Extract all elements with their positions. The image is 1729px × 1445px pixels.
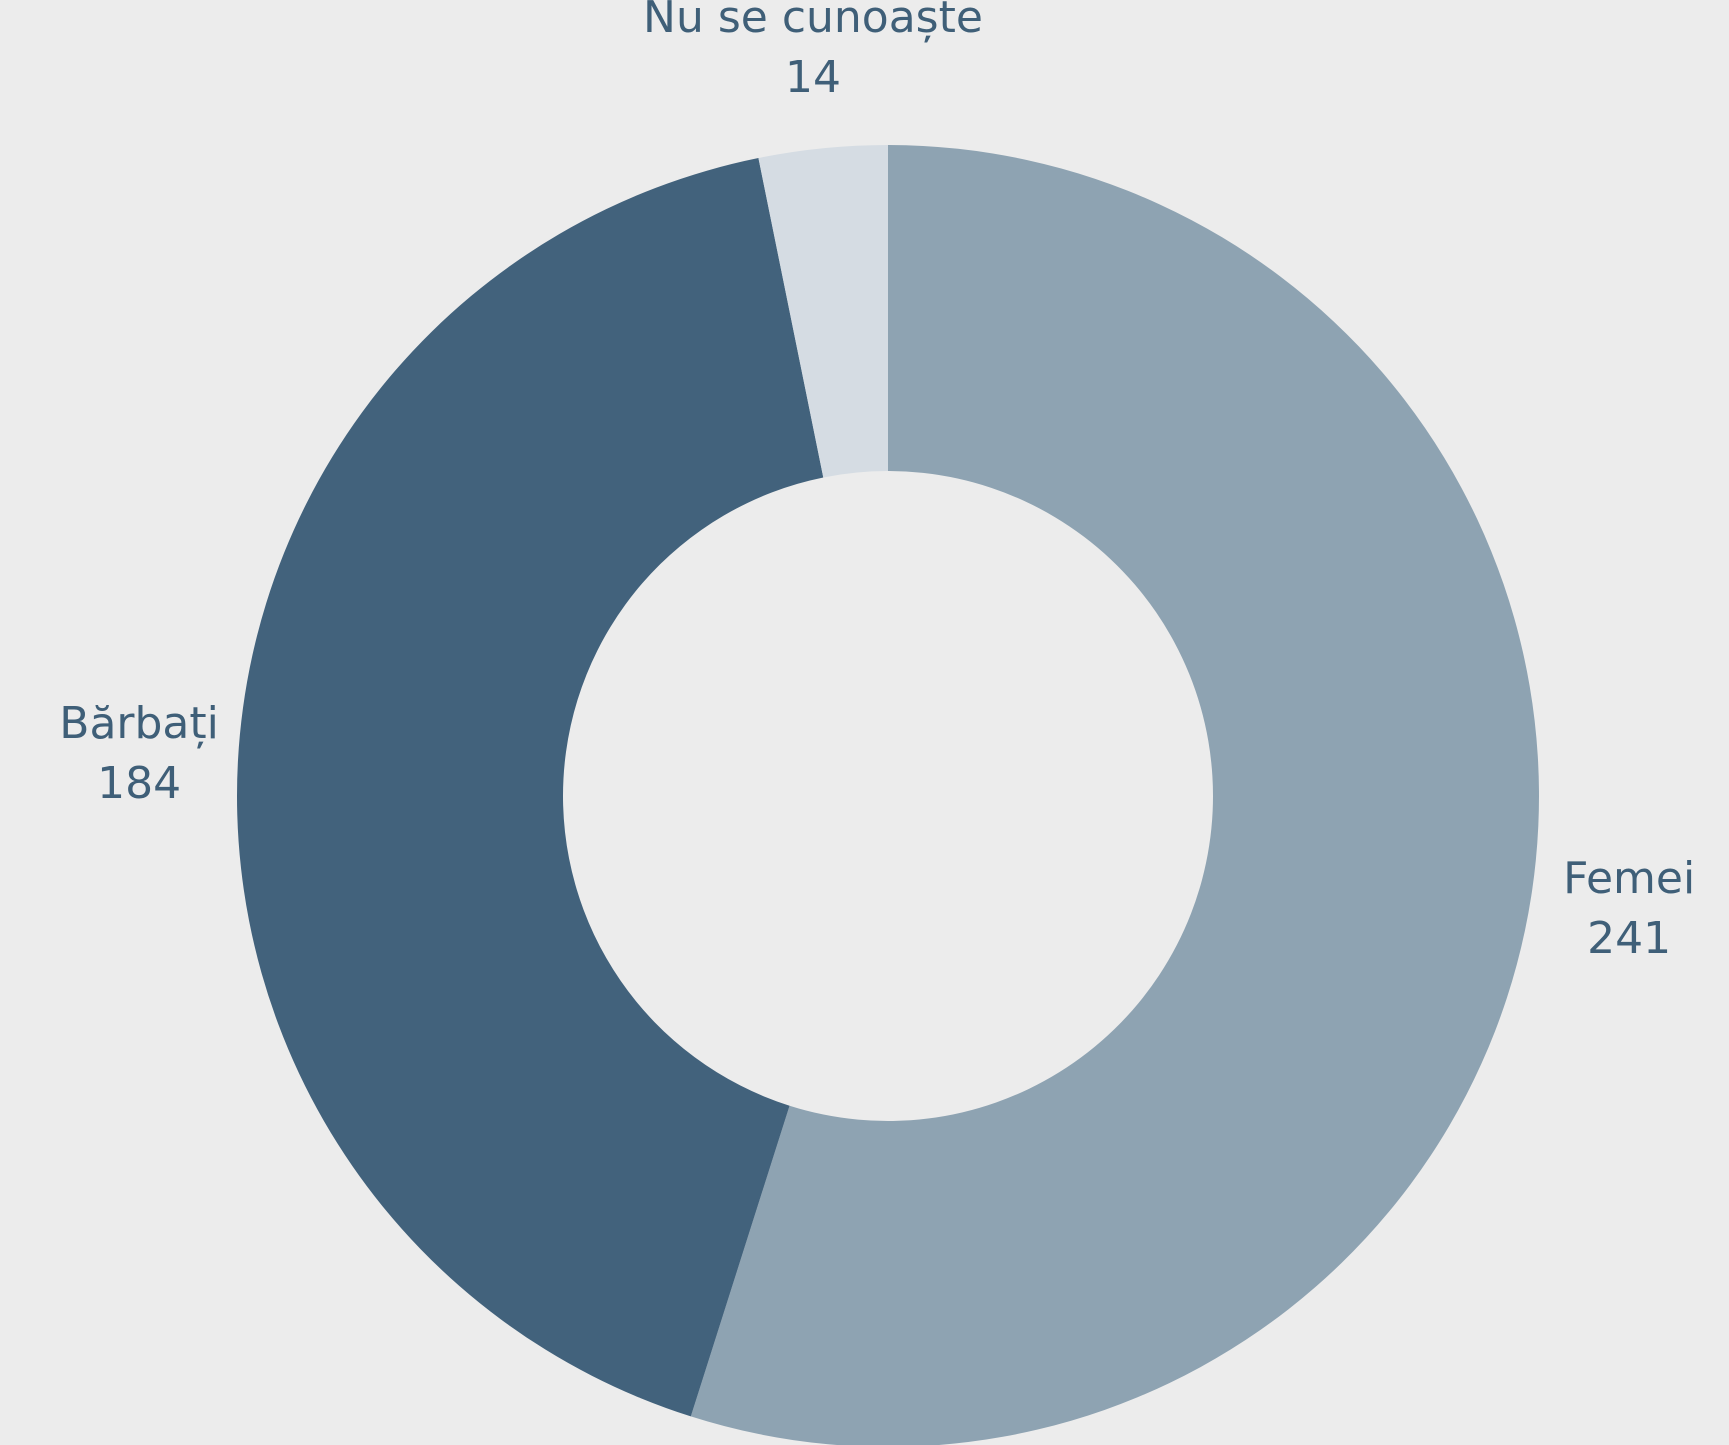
slice-label: Nu se cunoaște bbox=[643, 0, 983, 43]
slice-value: 14 bbox=[785, 52, 841, 103]
slice-value: 184 bbox=[97, 758, 181, 809]
slice-value: 241 bbox=[1587, 913, 1671, 964]
slice-label: Femei bbox=[1563, 853, 1695, 904]
donut-slice bbox=[236, 158, 824, 1417]
donut-slice bbox=[690, 145, 1539, 1445]
slice-label: Bărbați bbox=[59, 698, 219, 749]
donut-slice bbox=[758, 145, 888, 478]
